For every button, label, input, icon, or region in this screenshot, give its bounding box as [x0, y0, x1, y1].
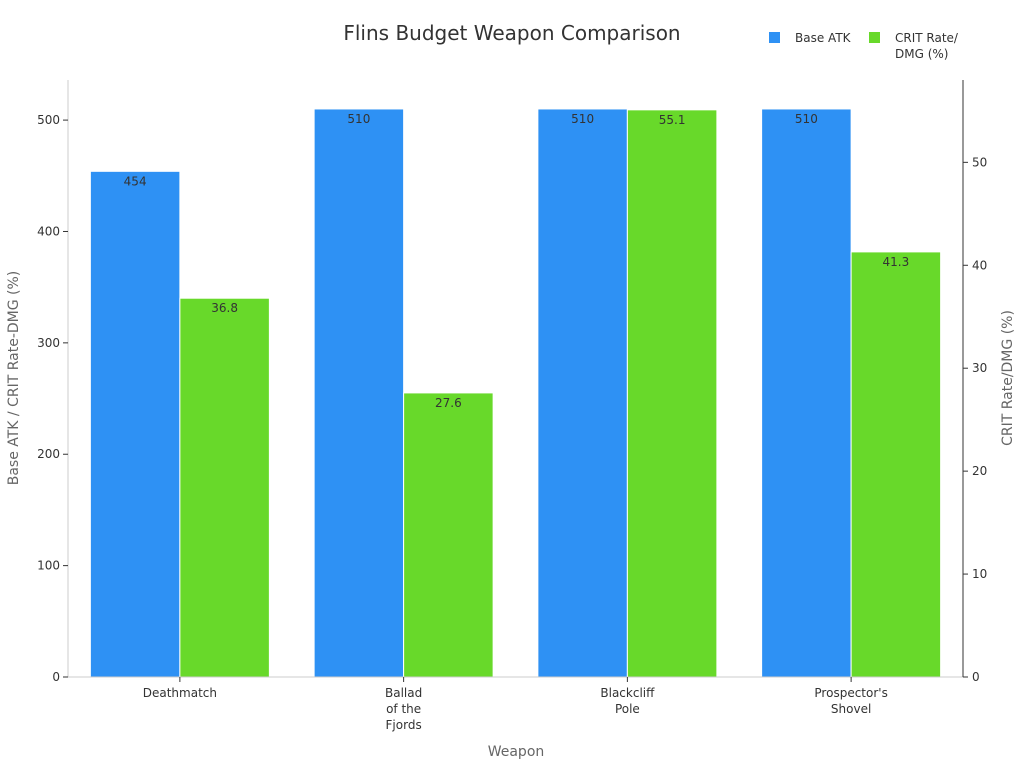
x-tick-label: Ballad of the Fjords	[385, 686, 422, 732]
bar-value-label: 454	[124, 174, 147, 188]
y-left-tick-label: 100	[37, 559, 60, 573]
y-left-tick-label: 0	[52, 670, 60, 684]
bar-value-label: 36.8	[211, 301, 238, 315]
chart-title: Flins Budget Weapon Comparison	[343, 21, 680, 45]
bar-base-atk-2	[537, 108, 628, 678]
bar-base-atk-0	[89, 170, 181, 678]
bar-value-label: 55.1	[659, 113, 686, 127]
bar-crit-0	[179, 297, 270, 678]
bar-value-label: 510	[571, 112, 594, 126]
bar-crit-2	[626, 109, 718, 678]
y-right-tick-label: 40	[972, 258, 987, 272]
y-left-tick-label: 200	[37, 447, 60, 461]
bar-base-atk-1	[313, 108, 405, 678]
bar-value-label: 510	[795, 112, 818, 126]
y-right-tick-label: 10	[972, 567, 987, 581]
legend-swatch	[769, 32, 780, 43]
y-axis-left-title: Base ATK / CRIT Rate-DMG (%)	[6, 271, 22, 486]
y-right-tick-label: 50	[972, 155, 987, 169]
y-right-tick-label: 0	[972, 670, 980, 684]
legend-label: CRIT Rate/DMG (%)	[895, 31, 959, 61]
y-left-tick-label: 400	[37, 224, 60, 238]
bar-value-label: 41.3	[883, 255, 910, 269]
x-axis-title: Weapon	[488, 744, 545, 760]
y-right-tick-label: 30	[972, 361, 987, 375]
bar-base-atk-3	[761, 108, 852, 678]
bar-crit-1	[403, 392, 494, 678]
y-left-tick-label: 500	[37, 113, 60, 127]
legend-swatch	[869, 32, 880, 43]
y-left-tick-label: 300	[37, 336, 60, 350]
bar-value-label: 510	[347, 112, 370, 126]
x-tick-label: Prospector's Shovel	[814, 686, 887, 716]
legend-label: Base ATK	[795, 31, 852, 45]
x-tick-label: Blackcliff Pole	[600, 686, 655, 716]
bar-crit-3	[850, 251, 942, 678]
bar-value-label: 27.6	[435, 396, 462, 410]
y-right-tick-label: 20	[972, 464, 987, 478]
x-tick-label: Deathmatch	[143, 686, 217, 700]
y-axis-right-title: CRIT Rate/DMG (%)	[1000, 310, 1016, 446]
